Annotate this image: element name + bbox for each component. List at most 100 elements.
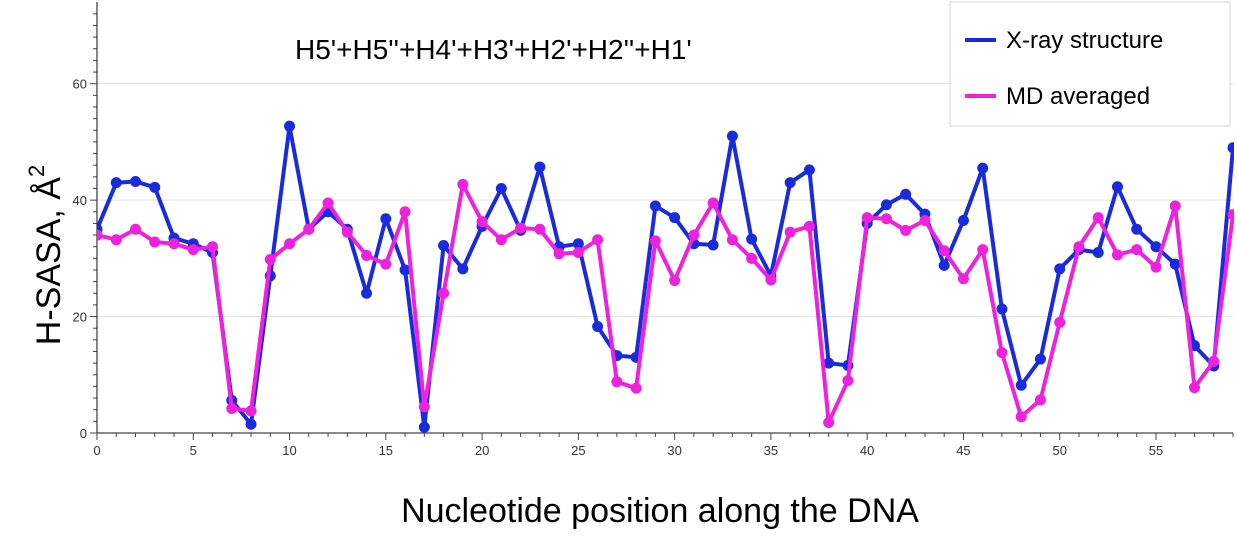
- y-axis-title-superscript: 2: [24, 165, 49, 177]
- data-point-md-averaged-51: [1073, 241, 1085, 253]
- data-point-md-averaged-23: [534, 223, 546, 235]
- data-point-md-averaged-15: [380, 258, 392, 270]
- data-point-x-ray-structure-21: [495, 182, 507, 194]
- x-tick-label-10: 10: [282, 443, 296, 458]
- data-point-x-ray-structure-50: [1054, 263, 1066, 275]
- data-point-md-averaged-9: [264, 254, 276, 266]
- x-tick-label-30: 30: [667, 443, 681, 458]
- data-point-md-averaged-2: [130, 223, 142, 235]
- data-point-md-averaged-14: [361, 249, 373, 261]
- data-point-x-ray-structure-54: [1131, 223, 1143, 235]
- data-point-md-averaged-43: [919, 215, 931, 226]
- legend: X-ray structure MD averaged: [949, 1, 1231, 127]
- data-point-md-averaged-21: [495, 234, 507, 246]
- data-point-x-ray-structure-34: [746, 233, 758, 245]
- data-point-md-averaged-19: [457, 178, 469, 190]
- data-point-md-averaged-39: [842, 375, 854, 387]
- data-point-md-averaged-4: [168, 238, 180, 250]
- series-md-averaged: [97, 178, 1234, 429]
- data-point-x-ray-structure-1: [110, 177, 122, 189]
- data-point-x-ray-structure-2: [130, 175, 142, 187]
- x-tick-label-25: 25: [571, 443, 585, 458]
- data-point-md-averaged-1: [110, 234, 122, 246]
- y-tick-label-0: 0: [80, 426, 87, 441]
- data-point-x-ray-structure-42: [900, 188, 912, 200]
- data-point-md-averaged-54: [1131, 244, 1143, 256]
- data-point-x-ray-structure-25: [572, 238, 584, 250]
- data-point-md-averaged-47: [996, 347, 1008, 359]
- data-point-x-ray-structure-26: [592, 320, 604, 332]
- data-point-md-averaged-48: [1015, 411, 1027, 423]
- data-point-md-averaged-34: [746, 252, 758, 264]
- series-line-x-ray-structure: [97, 124, 1234, 430]
- legend-label-x-ray: X-ray structure: [1006, 27, 1163, 54]
- data-point-x-ray-structure-3: [149, 181, 161, 193]
- data-point-x-ray-structure-44: [938, 259, 950, 271]
- data-point-md-averaged-35: [765, 274, 777, 286]
- data-point-x-ray-structure-55: [1150, 241, 1162, 253]
- data-point-md-averaged-41: [880, 213, 892, 225]
- x-tick-label-0: 0: [93, 443, 100, 458]
- axes: 0 5 10 15 20 25 30 35 40 45 50 55 0 20 40 60: [73, 2, 1234, 458]
- data-point-x-ray-structure-8: [245, 418, 257, 430]
- data-point-x-ray-structure-17: [418, 421, 430, 433]
- data-point-x-ray-structure-53: [1111, 181, 1123, 193]
- data-point-x-ray-structure-15: [380, 213, 392, 225]
- data-point-md-averaged-3: [149, 236, 161, 248]
- x-tick-label-45: 45: [956, 443, 970, 458]
- data-point-md-averaged-7: [226, 403, 238, 415]
- data-point-md-averaged-10: [284, 238, 296, 250]
- x-tick-label-20: 20: [475, 443, 489, 458]
- data-point-md-averaged-36: [784, 226, 796, 238]
- data-point-md-averaged-24: [553, 248, 565, 260]
- data-point-md-averaged-12: [322, 197, 334, 209]
- data-point-x-ray-structure-45: [957, 215, 969, 226]
- data-point-md-averaged-59: [1227, 209, 1234, 221]
- data-point-md-averaged-53: [1111, 249, 1123, 261]
- data-point-md-averaged-25: [572, 247, 584, 259]
- data-point-md-averaged-18: [438, 287, 450, 299]
- data-point-md-averaged-8: [245, 405, 257, 417]
- series-x-ray-structure: [97, 120, 1234, 433]
- data-point-md-averaged-17: [418, 401, 430, 413]
- data-point-md-averaged-33: [726, 234, 738, 246]
- data-point-md-averaged-57: [1188, 382, 1200, 394]
- data-point-md-averaged-56: [1169, 200, 1181, 212]
- data-point-x-ray-structure-37: [803, 164, 815, 176]
- data-point-md-averaged-30: [669, 274, 681, 286]
- data-point-md-averaged-22: [515, 222, 527, 234]
- data-point-md-averaged-31: [688, 229, 700, 241]
- x-tick-label-35: 35: [764, 443, 778, 458]
- x-tick-label-55: 55: [1149, 443, 1163, 458]
- data-point-x-ray-structure-38: [823, 357, 835, 369]
- data-point-md-averaged-16: [399, 206, 411, 218]
- data-point-md-averaged-37: [803, 220, 815, 232]
- data-point-x-ray-structure-59: [1227, 142, 1234, 154]
- data-point-md-averaged-11: [303, 223, 315, 235]
- data-point-x-ray-structure-18: [438, 240, 450, 252]
- data-point-md-averaged-32: [707, 197, 719, 209]
- data-point-x-ray-structure-36: [784, 177, 796, 189]
- data-point-md-averaged-5: [187, 244, 199, 256]
- data-point-md-averaged-20: [476, 216, 488, 228]
- chart-title: H5'+H5''+H4'+H3'+H2'+H2''+H1': [295, 34, 692, 65]
- data-point-md-averaged-52: [1092, 212, 1104, 224]
- data-point-md-averaged-40: [861, 212, 873, 224]
- x-tick-label-40: 40: [860, 443, 874, 458]
- data-point-x-ray-structure-56: [1169, 258, 1181, 270]
- data-point-x-ray-structure-41: [880, 199, 892, 211]
- data-point-x-ray-structure-46: [977, 162, 989, 174]
- x-tick-label-15: 15: [379, 443, 393, 458]
- data-point-md-averaged-42: [900, 224, 912, 236]
- data-point-x-ray-structure-33: [726, 130, 738, 142]
- data-point-md-averaged-0: [97, 229, 103, 241]
- x-axis-title: Nucleotide position along the DNA: [401, 492, 919, 530]
- y-axis-title: H-SASA, Å2: [24, 165, 68, 345]
- data-point-x-ray-structure-19: [457, 263, 469, 275]
- data-point-md-averaged-46: [977, 244, 989, 256]
- y-tick-label-20: 20: [73, 310, 87, 325]
- data-point-md-averaged-28: [630, 382, 642, 394]
- data-point-x-ray-structure-23: [534, 161, 546, 173]
